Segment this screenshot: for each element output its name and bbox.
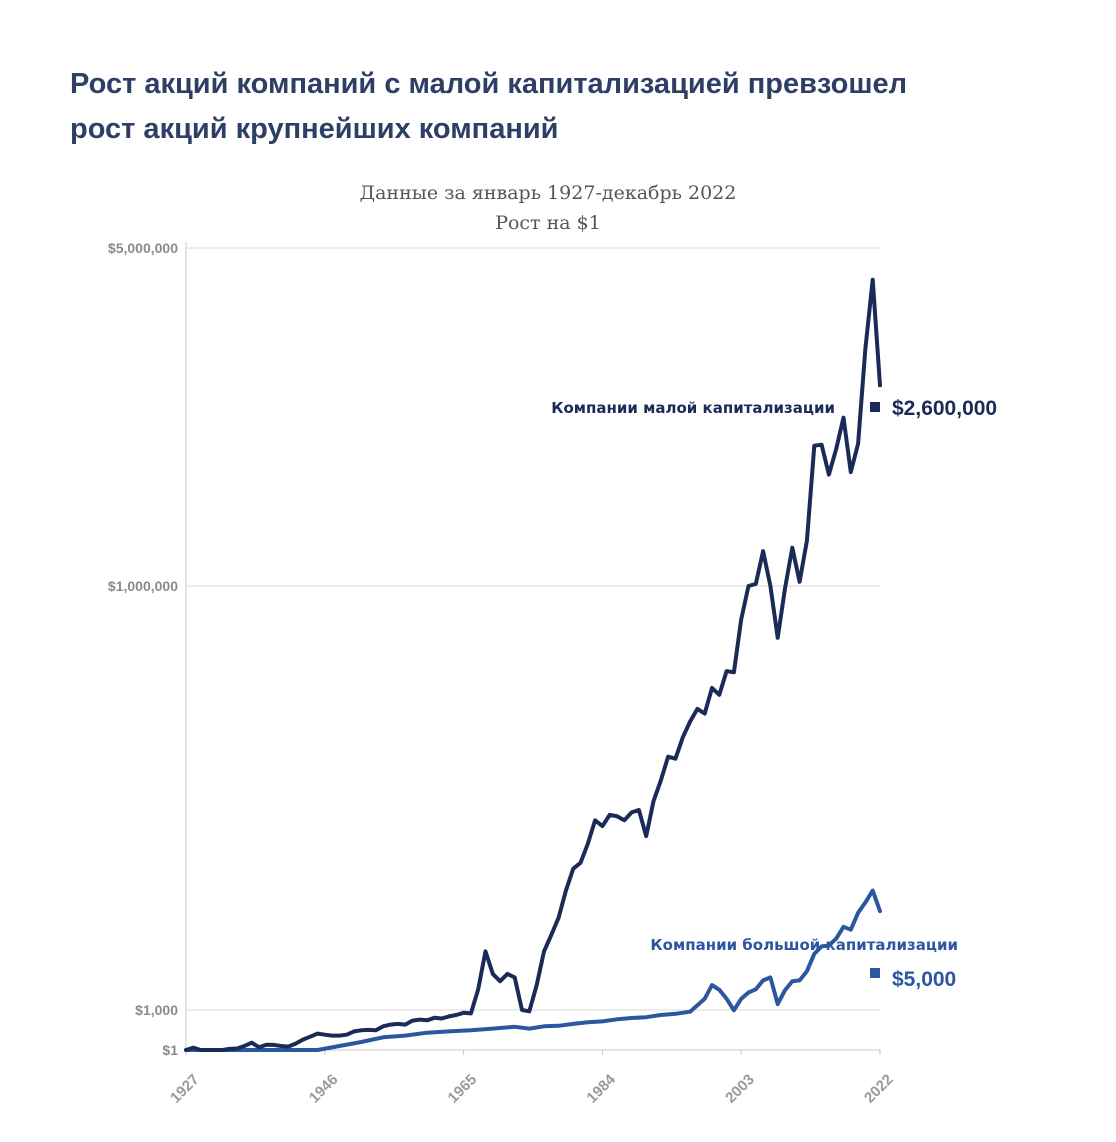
- y-tick-label: $5,000,000: [108, 240, 178, 256]
- x-tick-label: 1927: [167, 1071, 203, 1107]
- chart-axes: [185, 242, 880, 1051]
- series-end-marker: [870, 402, 880, 412]
- headline-line-2: рост акций крупнейших компаний: [70, 113, 559, 145]
- series-lines: [184, 277, 882, 1052]
- page-headline: Рост акций компаний с малой капитализаци…: [70, 62, 1070, 152]
- x-axis-ticks: 1927 1946 1965 1984 2003 2022: [167, 1050, 897, 1107]
- chart-subtitle: Рост на $1: [495, 212, 601, 234]
- series-line-large-cap: [184, 888, 882, 1052]
- series-end-marker: [870, 968, 880, 978]
- headline-line-1: Рост акций компаний с малой капитализаци…: [70, 68, 908, 100]
- y-axis-ticks: $1 $1,000 $1,000,000 $5,000,000: [108, 240, 178, 1058]
- chart-title-block: Данные за январь 1927-декабрь 2022 Рост …: [0, 178, 1096, 238]
- chart-title: Данные за январь 1927-декабрь 2022: [359, 182, 737, 204]
- series-labels: Компании малой капитализации $2,600,000 Ко…: [551, 397, 997, 991]
- series-end-value: $5,000: [892, 968, 956, 991]
- x-tick-label: 2022: [861, 1071, 897, 1107]
- y-tick-label: $1,000: [135, 1002, 178, 1018]
- series-name-label: Компании малой капитализации: [551, 399, 835, 417]
- series-line-small-cap: [184, 277, 882, 1052]
- x-tick-label: 1965: [445, 1071, 481, 1107]
- x-tick-label: 1984: [583, 1071, 619, 1107]
- series-end-value: $2,600,000: [892, 397, 997, 420]
- y-tick-label: $1,000,000: [108, 578, 178, 594]
- x-tick-label: 1946: [306, 1071, 342, 1107]
- series-name-label: Компании большой капитализации: [650, 936, 958, 954]
- gridlines: [186, 247, 880, 1011]
- y-tick-label: $1: [162, 1042, 178, 1058]
- x-tick-label: 2003: [722, 1071, 758, 1107]
